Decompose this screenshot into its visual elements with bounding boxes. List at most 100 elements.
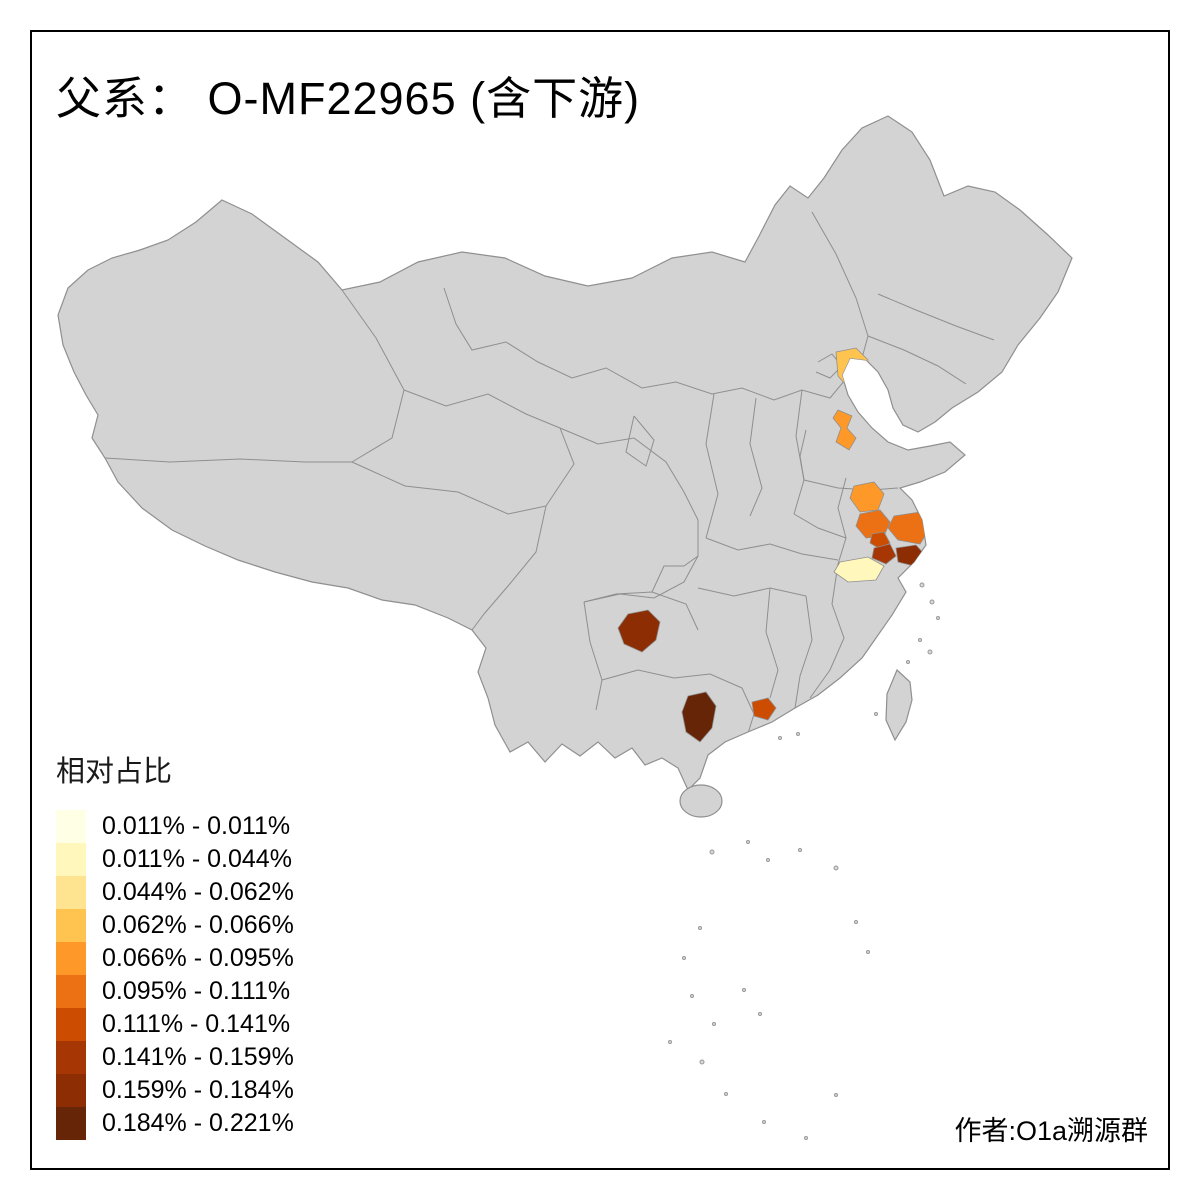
- legend-swatch: [56, 876, 86, 909]
- legend-swatch: [56, 1008, 86, 1041]
- legend-item: 0.111% - 0.141%: [56, 1008, 294, 1041]
- legend-label: 0.062% - 0.066%: [102, 911, 294, 939]
- attribution-text: 作者:O1a溯源群: [954, 1116, 1148, 1146]
- legend-label: 0.095% - 0.111%: [102, 977, 291, 1005]
- islet: [936, 616, 940, 620]
- province-borders: [104, 211, 995, 741]
- province-border-line: [837, 477, 847, 565]
- legend-title: 相对占比: [56, 756, 173, 788]
- taiwan-island: [885, 668, 913, 742]
- province-border-line: [443, 287, 851, 401]
- province-border-line: [794, 595, 813, 709]
- islet: [699, 1059, 705, 1065]
- legend-item: 0.044% - 0.062%: [56, 876, 294, 909]
- islet: [724, 1092, 728, 1096]
- islet: [834, 1093, 838, 1097]
- legend-label: 0.011% - 0.011%: [102, 812, 291, 840]
- islet: [709, 849, 715, 855]
- region-central-guizhou: [617, 609, 661, 653]
- legend-swatch: [56, 810, 86, 843]
- province-border-line: [809, 563, 845, 699]
- islet: [778, 736, 782, 740]
- legend-label: 0.011% - 0.044%: [102, 845, 292, 873]
- legend: 相对占比 0.011% - 0.011% 0.011% - 0.044% 0.0…: [56, 748, 294, 1140]
- province-border-line: [651, 555, 699, 593]
- islet: [668, 1040, 672, 1044]
- province-border-line: [545, 427, 575, 507]
- legend-item: 0.184% - 0.221%: [56, 1107, 294, 1140]
- legend-swatch: [56, 975, 86, 1008]
- mainland-china-shape: [57, 115, 1073, 792]
- legend-item: 0.066% - 0.095%: [56, 942, 294, 975]
- islet: [682, 956, 686, 960]
- islet: [833, 865, 839, 871]
- map-title: 父系： O-MF22965 (含下游): [56, 73, 641, 124]
- legend-item: 0.141% - 0.159%: [56, 1041, 294, 1074]
- islet: [918, 638, 922, 642]
- coastal-islets: [778, 582, 940, 740]
- islet: [762, 1120, 766, 1124]
- province-border-line: [867, 335, 967, 385]
- islet: [854, 920, 858, 924]
- province-border-line: [793, 513, 847, 539]
- province-border-line: [765, 587, 779, 699]
- province-border-line: [749, 397, 763, 517]
- islet: [874, 712, 878, 716]
- islet: [690, 994, 694, 998]
- islet: [798, 848, 802, 852]
- islet: [906, 660, 910, 664]
- islet: [742, 988, 746, 992]
- legend-swatch: [56, 843, 86, 876]
- legend-swatch: [56, 1041, 86, 1074]
- legend-item: 0.159% - 0.184%: [56, 1074, 294, 1107]
- islet: [712, 1022, 716, 1026]
- legend-swatch: [56, 1074, 86, 1107]
- province-border-line: [351, 461, 547, 515]
- islet: [866, 950, 870, 954]
- province-border-line: [471, 505, 547, 631]
- legend-swatch: [56, 942, 86, 975]
- legend-item: 0.062% - 0.066%: [56, 909, 294, 942]
- province-border-line: [705, 393, 719, 539]
- islet: [758, 1012, 762, 1016]
- province-border-line: [697, 587, 807, 597]
- region-west-shandong: [832, 409, 857, 451]
- islet: [766, 858, 770, 862]
- legend-label: 0.066% - 0.095%: [102, 944, 294, 972]
- region-south-guangxi: [681, 691, 717, 743]
- islet: [804, 1136, 808, 1140]
- province-border-line: [799, 429, 807, 481]
- legend-label: 0.044% - 0.062%: [102, 878, 294, 906]
- legend-label: 0.111% - 0.141%: [102, 1010, 291, 1038]
- islet: [927, 649, 933, 655]
- islet: [746, 840, 750, 844]
- province-border-line: [583, 593, 621, 603]
- legend-label: 0.184% - 0.221%: [102, 1109, 294, 1137]
- province-border-line: [583, 601, 603, 711]
- islet: [919, 582, 925, 588]
- region-southwest-jiangsu-pale: [833, 556, 885, 583]
- province-border-line: [104, 457, 352, 463]
- province-border-line: [625, 415, 655, 467]
- islet: [698, 926, 702, 930]
- legend-item: 0.011% - 0.044%: [56, 843, 294, 876]
- province-border-line: [559, 427, 699, 599]
- legend-swatch: [56, 1107, 86, 1140]
- province-border-line: [811, 211, 869, 359]
- region-south-jiangsu-dark: [871, 543, 897, 565]
- islet: [929, 599, 935, 605]
- province-border-line: [705, 537, 839, 561]
- province-border-line: [877, 293, 995, 341]
- islet: [796, 732, 800, 736]
- province-border-line: [601, 669, 743, 689]
- legend-swatch: [56, 909, 86, 942]
- hainan-island: [679, 784, 723, 818]
- south-china-sea-islets: [668, 840, 870, 1140]
- legend-item: 0.011% - 0.011%: [56, 810, 294, 843]
- region-central-guangdong: [751, 697, 777, 721]
- legend-label: 0.159% - 0.184%: [102, 1076, 294, 1104]
- province-border-line: [403, 389, 561, 429]
- legend-label: 0.141% - 0.159%: [102, 1043, 294, 1071]
